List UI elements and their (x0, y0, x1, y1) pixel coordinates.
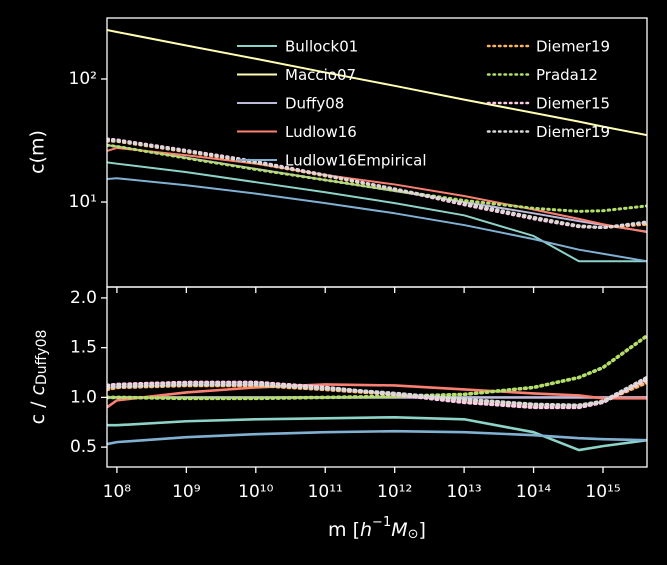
plot-area (107, 333, 647, 452)
x-tick-label: 10¹⁰ (238, 482, 273, 502)
plot-area (107, 29, 647, 263)
y-label-part: c / (27, 395, 49, 424)
x-label-part: h (360, 519, 372, 541)
x-tick-label: 10⁹ (172, 482, 201, 502)
series-line (107, 375, 647, 408)
series-line (107, 177, 647, 263)
x-label-part: m [ (328, 519, 360, 541)
legend-label: Duffy08 (285, 95, 344, 113)
x-tick-label: 10¹² (377, 482, 412, 502)
series-line (107, 333, 647, 401)
legend-label: Maccio07 (285, 66, 356, 84)
legend-label: Diemer19 (536, 38, 610, 56)
plot-frame (106, 286, 648, 468)
y-axis-label: c(m) (27, 130, 49, 174)
legend-label: Diemer19 (536, 123, 610, 141)
x-label-part: M (391, 519, 407, 541)
x-tick-label: 10¹¹ (308, 482, 343, 502)
x-tick-label: 10¹⁴ (516, 482, 551, 502)
series-line (107, 29, 647, 137)
x-axis-label: m [h−1M⊙] (328, 515, 426, 542)
x-tick-label: 10¹³ (446, 482, 481, 502)
y-axis-label: c / cDuffy08 (27, 330, 51, 425)
y-label-part: c (27, 384, 49, 395)
legend-label: Prada12 (536, 66, 598, 84)
legend-label: Ludlow16Empirical (285, 152, 427, 170)
y-tick-label: 10¹ (69, 192, 97, 212)
x-label-part: ⊙ (408, 527, 419, 542)
legend-label: Diemer15 (536, 95, 610, 113)
series-line (107, 161, 647, 263)
x-tick-label: 10¹⁵ (585, 482, 620, 502)
x-label-part: ] (419, 519, 426, 541)
y-tick-label: 0.5 (70, 437, 97, 457)
y-label-part: Duffy08 (34, 330, 50, 385)
y-tick-label: 2.0 (70, 288, 97, 308)
legend-label: Ludlow16 (285, 123, 357, 141)
series-line (107, 415, 647, 452)
legend-label: Bullock01 (285, 38, 358, 56)
series-line (107, 138, 647, 230)
x-label-part: −1 (372, 515, 391, 530)
x-tick-label: 10⁸ (103, 482, 132, 502)
y-tick-label: 1.5 (70, 338, 97, 358)
y-tick-label: 10² (69, 69, 97, 89)
series-line (107, 429, 647, 446)
series-line (107, 383, 647, 409)
y-tick-label: 1.0 (70, 387, 97, 407)
